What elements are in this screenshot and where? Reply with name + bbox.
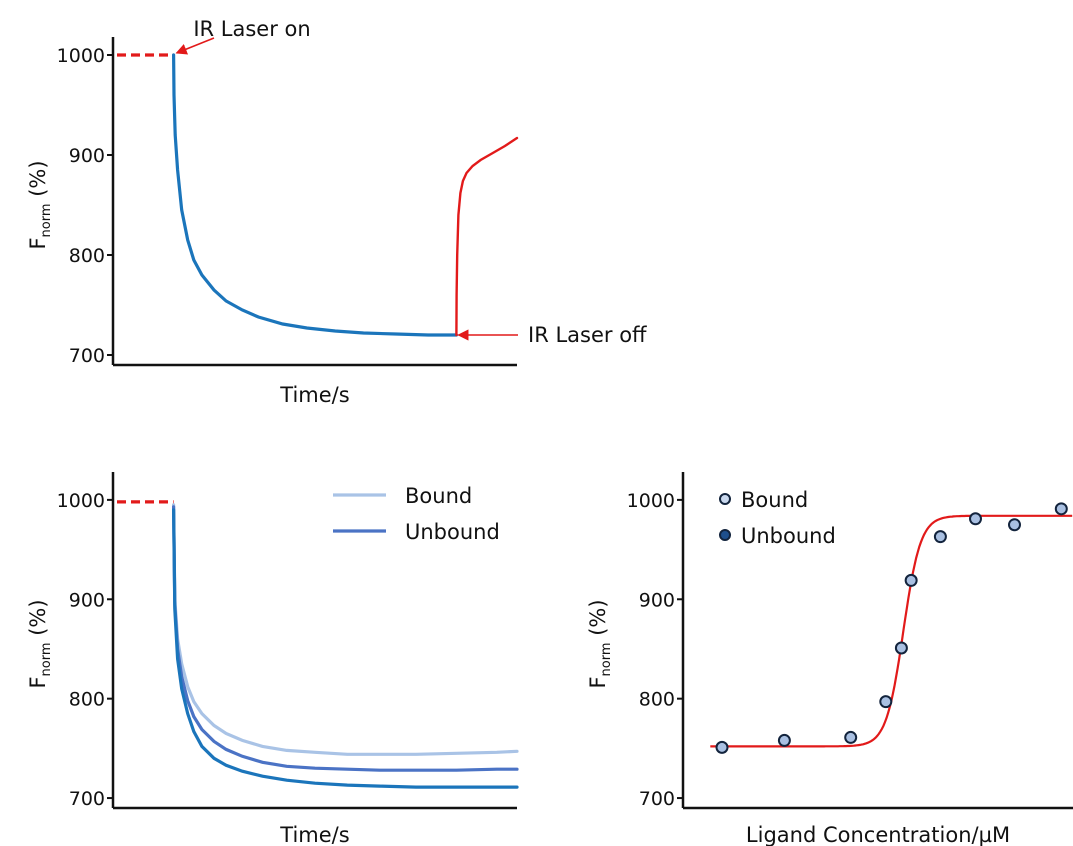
series-line-laser-on — [172, 53, 458, 337]
y-tick-label: 800 — [69, 245, 105, 267]
legend-marker-unbound — [719, 529, 731, 541]
data-point — [844, 730, 858, 744]
legend-label-unbound: Unbound — [741, 524, 836, 548]
data-point — [777, 733, 791, 747]
y-tick-label: 700 — [69, 345, 105, 367]
series-line-bound — [172, 503, 519, 756]
y-axis-title-subscript: norm — [599, 642, 614, 676]
x-axis-title: Time/s — [279, 823, 349, 846]
y-tick-label: 900 — [639, 589, 675, 611]
y-axis-title-subscript: norm — [39, 203, 54, 237]
y-axis-title-main: F — [26, 237, 50, 249]
data-point — [879, 695, 893, 709]
chart-top: 700 800 900 1000 Time/s Fnorm (%) IR Laser on I… — [26, 17, 647, 407]
y-axis-title-suffix: (%) — [586, 599, 610, 642]
y-tick-label: 900 — [69, 145, 105, 167]
y-tick-label: 800 — [639, 689, 675, 711]
x-axis-title: Ligand Concentration/µM — [746, 823, 1010, 846]
legend-label-unbound: Unbound — [405, 520, 500, 544]
legend-marker-bound — [719, 493, 731, 505]
series-line-laser-off — [455, 136, 519, 337]
legend-label-bound: Bound — [741, 488, 808, 512]
y-axis-title-suffix: (%) — [26, 160, 50, 203]
y-axis-title: Fnorm (%) — [586, 599, 614, 688]
chart-bottom-right: 700 800 900 1000 Ligand Concentration/µM Fnor… — [586, 472, 1073, 846]
y-tick-label: 1000 — [57, 490, 105, 512]
y-axis-title-subscript: norm — [39, 642, 54, 676]
y-tick-label: 1000 — [57, 45, 105, 67]
y-axis-title-main: F — [26, 676, 50, 688]
data-point — [1054, 502, 1068, 516]
y-axis-title-suffix: (%) — [26, 599, 50, 642]
x-axis-title: Time/s — [279, 383, 349, 407]
annotation-laser-on: IR Laser on — [193, 17, 310, 41]
chart-bottom-left: 700 800 900 1000 Time/s Fnorm (%) Bound Unbound — [26, 472, 519, 846]
series-line-third — [172, 508, 519, 789]
y-tick-label: 700 — [69, 788, 105, 810]
data-point — [904, 573, 918, 587]
data-point — [933, 530, 947, 544]
y-axis-title: Fnorm (%) — [26, 160, 54, 249]
y-tick-label: 900 — [69, 589, 105, 611]
data-point — [1008, 518, 1021, 532]
data-point — [969, 512, 982, 526]
fit-curve — [710, 514, 1073, 748]
y-axis-title-main: F — [586, 676, 610, 688]
data-point — [894, 641, 908, 655]
data-point — [715, 740, 729, 754]
annotation-arrow-laser-on — [175, 37, 215, 55]
y-axis-title: Fnorm (%) — [26, 599, 54, 688]
legend-label-bound: Bound — [405, 484, 472, 508]
y-tick-label: 1000 — [627, 490, 675, 512]
series-line-unbound — [172, 505, 519, 772]
y-tick-label: 800 — [69, 689, 105, 711]
annotation-laser-off: IR Laser off — [528, 323, 647, 347]
y-tick-label: 700 — [639, 788, 675, 810]
